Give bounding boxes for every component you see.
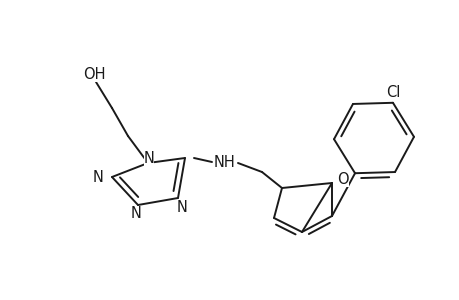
Text: N: N — [143, 151, 154, 166]
Text: O: O — [336, 172, 348, 187]
Text: OH: OH — [83, 67, 105, 82]
Text: N: N — [93, 170, 104, 185]
Text: NH: NH — [213, 154, 235, 169]
Text: Cl: Cl — [385, 85, 399, 100]
Text: N: N — [176, 200, 187, 214]
Text: N: N — [130, 206, 141, 221]
